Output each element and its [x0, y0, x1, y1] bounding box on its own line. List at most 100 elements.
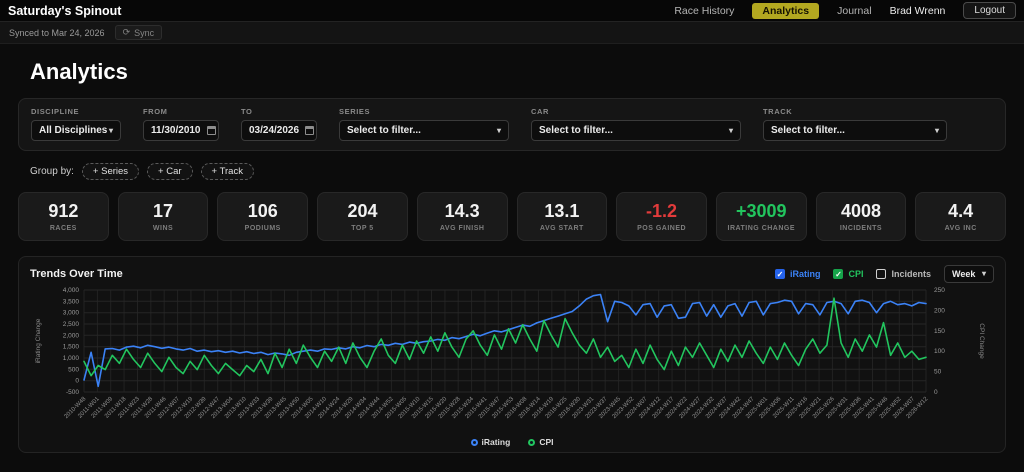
toggle-incidents[interactable]: Incidents: [876, 269, 931, 279]
car-filter-select[interactable]: Select to filter... ▾: [531, 120, 741, 141]
filter-car: CAR Select to filter... ▾: [531, 107, 741, 141]
stat-card-wins: 17 WINS: [117, 192, 209, 241]
sync-button[interactable]: ⟳ Sync: [114, 25, 163, 40]
svg-text:50: 50: [934, 369, 942, 376]
trends-title: Trends Over Time: [30, 268, 123, 280]
track-placeholder: Select to filter...: [771, 125, 845, 136]
group-by-car-button[interactable]: + Car: [147, 163, 193, 180]
stat-card-irating-change: +3009 IRATING CHANGE: [715, 192, 807, 241]
svg-text:3,000: 3,000: [63, 310, 80, 317]
date-from-input[interactable]: 11/30/2010: [143, 120, 219, 141]
stat-card-avg-start: 13.1 AVG START: [516, 192, 608, 241]
checkbox-incidents-icon[interactable]: [876, 269, 887, 279]
svg-text:2,000: 2,000: [63, 332, 80, 339]
filter-track: TRACK Select to filter... ▾: [763, 107, 947, 141]
stat-label: RACES: [49, 225, 77, 232]
series-filter-select[interactable]: Select to filter... ▾: [339, 120, 509, 141]
stats-row: 912 RACES 17 WINS 106 PODIUMS 204 TOP 5 …: [18, 192, 1007, 241]
legend-cpi-label: CPI: [539, 437, 554, 447]
chevron-down-icon: ▾: [981, 269, 986, 278]
stat-card-races: 912 RACES: [18, 192, 109, 241]
group-by-row: Group by: + Series + Car + Track: [30, 163, 1006, 180]
logout-button[interactable]: Logout: [963, 2, 1016, 19]
irating-legend-marker-icon: [470, 438, 478, 446]
group-by-track-button[interactable]: + Track: [200, 163, 254, 180]
series-label: SERIES: [339, 107, 371, 116]
filter-series: SERIES Select to filter... ▾: [339, 107, 509, 141]
calendar-icon[interactable]: [206, 126, 216, 135]
chart-legend: iRating CPI: [30, 437, 994, 447]
sync-bar: Synced to Mar 24, 2026 ⟳ Sync: [0, 22, 1024, 44]
chevron-down-icon: ▾: [108, 125, 113, 135]
chevron-down-icon: ▾: [728, 125, 733, 135]
stat-label: POS GAINED: [637, 225, 687, 232]
svg-text:2,500: 2,500: [63, 321, 80, 328]
svg-text:1,500: 1,500: [63, 344, 80, 351]
discipline-label: DISCIPLINE: [31, 107, 80, 116]
from-label: FROM: [143, 107, 168, 116]
stat-card-podiums: 106 PODIUMS: [217, 192, 309, 241]
filter-to: TO 03/24/2026: [241, 107, 317, 141]
discipline-select[interactable]: All Disciplines ▾: [31, 120, 121, 141]
stat-card-avg-finish: 14.3 AVG FINISH: [416, 192, 508, 241]
trends-controls: ✓ iRating ✓ CPI Incidents Week ▾: [774, 265, 994, 283]
svg-text:0: 0: [75, 378, 79, 385]
group-by-label: Group by:: [30, 166, 74, 177]
stat-label: PODIUMS: [244, 225, 281, 232]
interval-select[interactable]: Week ▾: [944, 265, 994, 283]
date-from-value: 11/30/2010: [151, 125, 201, 136]
toggle-irating[interactable]: ✓ iRating: [774, 269, 820, 279]
checkbox-cpi-icon[interactable]: ✓: [833, 269, 844, 279]
user-name[interactable]: Brad Wrenn: [889, 4, 946, 17]
group-by-series-button[interactable]: + Series: [81, 163, 140, 180]
stat-value: 912: [48, 201, 79, 221]
legend-irating: iRating: [470, 437, 510, 447]
toggle-cpi[interactable]: ✓ CPI: [833, 269, 863, 279]
series-placeholder: Select to filter...: [347, 125, 421, 136]
checkbox-irating-icon[interactable]: ✓: [774, 269, 785, 279]
svg-text:1,000: 1,000: [63, 355, 80, 362]
legend-cpi: CPI: [528, 437, 553, 447]
svg-text:150: 150: [934, 328, 945, 335]
chevron-down-icon: ▾: [934, 125, 939, 135]
car-label: CAR: [531, 107, 550, 116]
track-filter-select[interactable]: Select to filter... ▾: [763, 120, 947, 141]
chevron-down-icon: ▾: [496, 125, 501, 135]
stat-value: 4008: [840, 201, 881, 221]
filter-discipline: DISCIPLINE All Disciplines ▾: [31, 107, 121, 141]
car-placeholder: Select to filter...: [539, 125, 613, 136]
toggle-incidents-label: Incidents: [891, 269, 931, 279]
trends-chart: 2010-W482011-W012011-W092011-W182011-W23…: [35, 287, 985, 420]
stat-label: AVG INC: [944, 225, 977, 232]
synced-status: Synced to Mar 24, 2026: [9, 27, 105, 38]
nav-item-race-history[interactable]: Race History: [674, 4, 735, 17]
stat-value: 106: [247, 201, 278, 221]
stat-label: IRATING CHANGE: [727, 225, 796, 232]
svg-text:0: 0: [934, 389, 938, 396]
date-to-value: 03/24/2026: [249, 125, 300, 136]
nav-item-journal[interactable]: Journal: [837, 4, 872, 17]
main-content: Analytics DISCIPLINE All Disciplines ▾ F…: [0, 59, 1024, 453]
stat-value: 13.1: [544, 201, 580, 221]
stat-label: AVG FINISH: [439, 225, 485, 232]
stat-card-avg-inc: 4.4 AVG INC: [915, 192, 1007, 241]
stat-card-top5: 204 TOP 5: [317, 192, 408, 241]
stat-value: -1.2: [646, 201, 678, 221]
stat-label: TOP 5: [351, 225, 374, 232]
svg-text:iRating Change: iRating Change: [35, 318, 42, 363]
date-to-input[interactable]: 03/24/2026: [241, 120, 317, 141]
stat-value: 204: [347, 201, 378, 221]
trends-panel: Trends Over Time ✓ iRating ✓ CPI Inciden…: [18, 256, 1006, 453]
top-nav: Race History Analytics Journal Brad Wren…: [674, 2, 1016, 19]
nav-item-analytics[interactable]: Analytics: [752, 2, 820, 19]
cpi-legend-marker-icon: [528, 438, 536, 446]
toggle-cpi-label: CPI: [848, 269, 864, 279]
svg-text:250: 250: [934, 287, 945, 294]
trends-header: Trends Over Time ✓ iRating ✓ CPI Inciden…: [30, 265, 994, 283]
calendar-icon[interactable]: [305, 126, 315, 135]
stat-label: INCIDENTS: [839, 225, 883, 232]
stat-card-incidents: 4008 INCIDENTS: [815, 192, 907, 241]
page-title: Analytics: [30, 59, 128, 84]
svg-text:4,000: 4,000: [63, 287, 80, 294]
filter-from: FROM 11/30/2010: [143, 107, 219, 141]
